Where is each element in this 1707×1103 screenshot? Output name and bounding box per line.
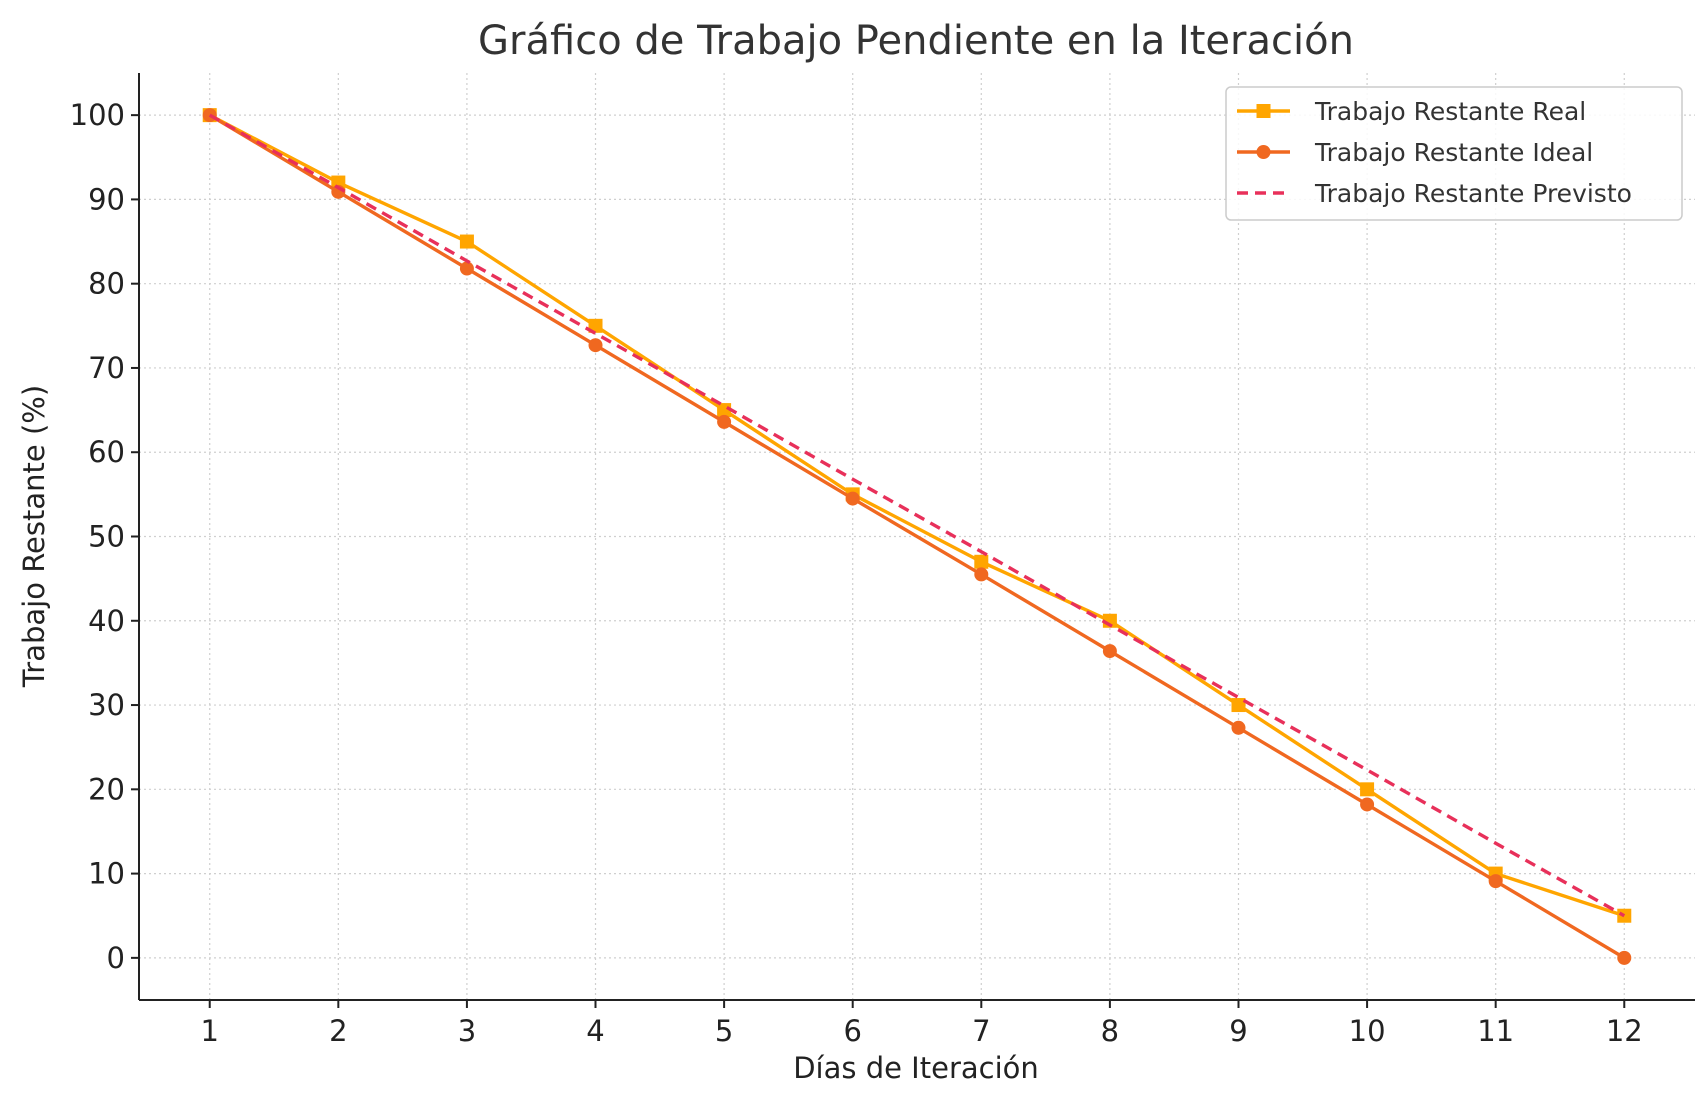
series-2-point [845, 491, 860, 506]
series-2-point [1102, 644, 1117, 659]
series-1-point [459, 234, 474, 249]
series-1-point [588, 318, 603, 333]
series-1-point [974, 554, 989, 569]
legend-label-1: Trabajo Restante Real [1314, 97, 1586, 126]
x-axis-label: Días de Iteración [793, 1051, 1039, 1085]
y-axis-label: Trabajo Restante (%) [17, 385, 51, 688]
legend-label-2: Trabajo Restante Ideal [1314, 138, 1593, 167]
series-layer [202, 108, 1632, 965]
x-tick-label: 8 [1101, 1014, 1119, 1048]
y-tick-label: 10 [88, 857, 125, 891]
legend-label-3: Trabajo Restante Previsto [1314, 179, 1632, 208]
series-2-point [202, 108, 217, 123]
x-tick-label: 11 [1477, 1014, 1514, 1048]
series-1-point [1617, 908, 1632, 923]
y-tick-label: 40 [88, 604, 125, 638]
y-tick-label: 0 [107, 941, 125, 975]
series-line-1 [208, 113, 1625, 918]
x-tick-label: 1 [201, 1014, 219, 1048]
x-tick-label: 10 [1349, 1014, 1386, 1048]
y-tick-label: 100 [70, 98, 125, 132]
y-tick-label: 30 [88, 688, 125, 722]
series-2-point [1617, 950, 1632, 965]
series-2-point [1360, 797, 1375, 812]
series-1-point [1360, 782, 1375, 797]
x-tick-label: 4 [586, 1014, 604, 1048]
series-2-point [974, 567, 989, 582]
series-2-point [588, 338, 603, 353]
x-tick-label: 3 [458, 1014, 476, 1048]
y-tick-label: 50 [88, 520, 125, 554]
y-tick-label: 80 [88, 267, 125, 301]
series-2-point [717, 414, 732, 429]
legend-marker-1 [1256, 104, 1271, 118]
y-tick-label: 20 [88, 772, 125, 806]
legend-box [1225, 86, 1683, 221]
series-2-point [459, 261, 474, 276]
y-tick-label: 60 [88, 435, 125, 469]
x-tick-label: 2 [329, 1014, 347, 1048]
series-1-point [1231, 698, 1246, 713]
series-2-point [1231, 720, 1246, 735]
series-line-3 [208, 113, 1626, 918]
legend-marker-2 [1256, 145, 1271, 159]
x-tick-label: 6 [843, 1014, 861, 1048]
y-tick-label: 90 [88, 182, 125, 216]
x-tick-label: 12 [1606, 1014, 1643, 1048]
legend: Trabajo Restante Real Trabajo Restante Id… [1225, 86, 1683, 221]
x-tick-label: 5 [715, 1014, 733, 1048]
series-line-2 [208, 113, 1626, 960]
chart-title: Gráfico de Trabajo Pendiente en la Itera… [478, 18, 1354, 64]
y-tick-label: 70 [88, 351, 125, 385]
x-tick-label: 9 [1229, 1014, 1247, 1048]
series-2-point [1488, 874, 1503, 889]
x-tick-label: 7 [972, 1014, 990, 1048]
